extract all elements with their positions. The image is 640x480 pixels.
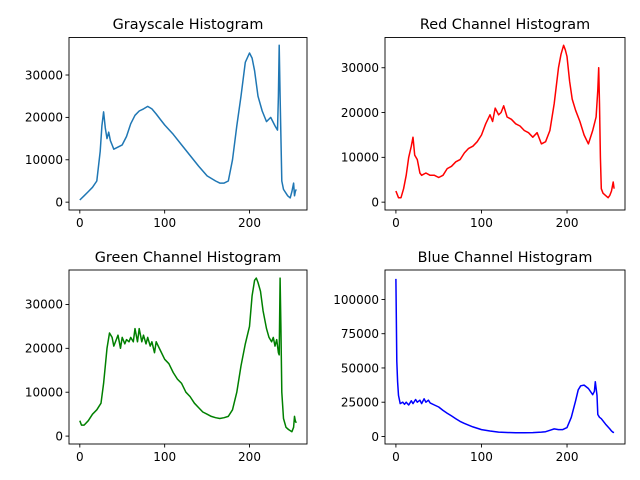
blue-channel-histogram-xtick-label: 100 <box>470 450 493 464</box>
green-channel-histogram-xtick-label: 200 <box>238 450 261 464</box>
grayscale-histogram-axes-frame <box>68 37 308 211</box>
grayscale-histogram-xtick-label: 200 <box>238 216 261 230</box>
grayscale-histogram-ytick-label: 10000 <box>25 153 63 167</box>
blue-channel-histogram-ticks: 0 100 200 0 25000 50000 75000 100000 <box>333 293 578 464</box>
blue-channel-histogram-ytick-label: 0 <box>371 430 379 444</box>
green-channel-histogram-ytick-label: 30000 <box>25 298 63 312</box>
blue-channel-histogram-axes-frame <box>384 269 626 445</box>
red-channel-histogram-ytick-label: 0 <box>371 195 379 209</box>
green-channel-histogram-ytick-label: 20000 <box>25 342 63 356</box>
grayscale-histogram-ticks: 0 100 200 0 10000 20000 30000 <box>25 68 261 230</box>
red-channel-histogram-ytick-label: 20000 <box>341 106 379 120</box>
grayscale-histogram-ytick-label: 0 <box>55 195 63 209</box>
green-channel-histogram-xtick-label: 100 <box>153 450 176 464</box>
blue-channel-histogram-ytick-label: 100000 <box>333 293 379 307</box>
green-channel-histogram-xtick-label: 0 <box>76 450 84 464</box>
red-channel-histogram-xtick-label: 0 <box>392 216 400 230</box>
green-channel-histogram-ticks: 0 100 200 0 10000 20000 30000 <box>25 298 261 464</box>
blue-channel-histogram-xtick-label: 0 <box>392 450 400 464</box>
blue-channel-histogram-panel: Blue Channel Histogram 0 100 200 0 25000 5000… <box>333 250 626 464</box>
red-channel-histogram-ytick-label: 10000 <box>341 151 379 165</box>
red-channel-histogram-panel: Red Channel Histogram 0 100 200 0 10000 20000… <box>341 17 626 230</box>
grayscale-histogram-ytick-label: 20000 <box>25 111 63 125</box>
red-channel-histogram-ytick-label: 30000 <box>341 61 379 75</box>
green-channel-histogram-axes-frame <box>68 269 308 445</box>
red-channel-histogram-axes-frame <box>384 37 626 211</box>
green-channel-histogram-title: Green Channel Histogram <box>95 250 281 266</box>
grayscale-histogram-panel: Grayscale Histogram 0 100 200 0 10000 20000 30… <box>25 17 308 230</box>
green-channel-histogram-ytick-label: 10000 <box>25 386 63 400</box>
blue-channel-histogram-title: Blue Channel Histogram <box>418 250 593 266</box>
blue-channel-histogram-ytick-label: 50000 <box>341 361 379 375</box>
grayscale-histogram-xtick-label: 100 <box>153 216 176 230</box>
blue-channel-histogram-ytick-label: 75000 <box>341 327 379 341</box>
green-channel-histogram-line <box>79 277 297 433</box>
green-channel-histogram-panel: Green Channel Histogram 0 100 200 0 10000 200… <box>25 250 308 464</box>
grayscale-histogram-xtick-label: 0 <box>76 216 84 230</box>
blue-channel-histogram-ytick-label: 25000 <box>341 396 379 410</box>
green-channel-histogram-ytick-label: 0 <box>55 429 63 443</box>
grayscale-histogram-title: Grayscale Histogram <box>113 17 264 33</box>
blue-channel-histogram-line <box>395 278 615 434</box>
red-channel-histogram-title: Red Channel Histogram <box>420 17 590 33</box>
grayscale-histogram-ytick-label: 30000 <box>25 68 63 82</box>
red-channel-histogram-line <box>395 44 615 199</box>
red-channel-histogram-xtick-label: 100 <box>470 216 493 230</box>
red-channel-histogram-ticks: 0 100 200 0 10000 20000 30000 <box>341 61 579 230</box>
grayscale-histogram-line <box>79 44 297 201</box>
red-channel-histogram-xtick-label: 200 <box>556 216 579 230</box>
blue-channel-histogram-xtick-label: 200 <box>556 450 579 464</box>
